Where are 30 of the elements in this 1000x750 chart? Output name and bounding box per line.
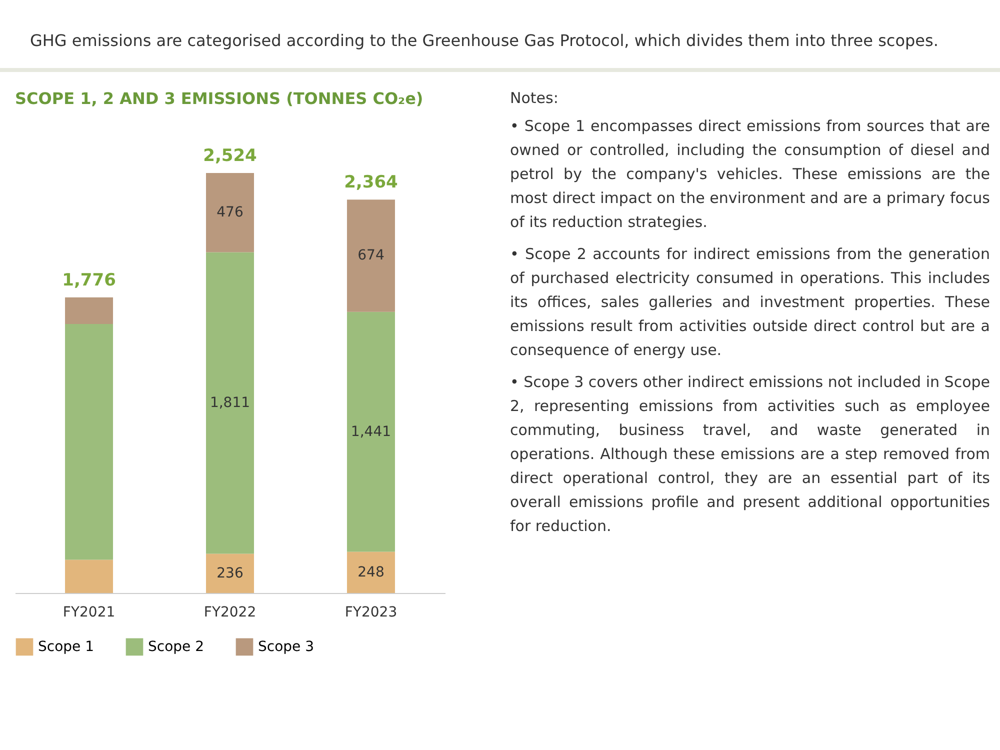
bar xyxy=(65,296,114,324)
text: • Scope 1 encompasses direct emissions from sources that are owned or controlled, including the consumption of diesel and petrol by the company's vehicles. These emissions are the most direct impact on the environment and are a primary focus of its reduction strategies. xyxy=(510,116,990,233)
x-tick-label: FY2023 xyxy=(344,604,398,620)
bar xyxy=(65,559,114,593)
bar xyxy=(206,252,254,554)
chart-title: SCOPE 1, 2 AND 3 EMISSIONS (TONNES CO₂e) xyxy=(15,88,424,108)
bar xyxy=(346,199,395,312)
data-label: 236 xyxy=(216,564,244,581)
data-label: 476 xyxy=(216,204,244,220)
data-label: 674 xyxy=(358,247,384,264)
data-label: 248 xyxy=(358,564,384,580)
total-label: 1,776 xyxy=(62,270,116,290)
bar xyxy=(65,324,114,560)
bar xyxy=(346,311,395,552)
legend-label: Scope 2 xyxy=(148,638,204,655)
text: GHG emissions are categorised according to the Greenhouse Gas Protocol, which divides them into three scopes. xyxy=(0,0,1000,72)
text: Notes: xyxy=(510,88,560,109)
x-tick-label: FY2021 xyxy=(62,604,116,620)
x-tick-label: FY2022 xyxy=(204,604,256,620)
bar xyxy=(206,553,254,593)
total-label: 2,364 xyxy=(344,172,398,192)
legend-label: Scope 1 xyxy=(38,638,94,655)
bar xyxy=(346,551,395,593)
total-label: 2,524 xyxy=(203,146,258,166)
data-label: 1,441 xyxy=(350,423,392,440)
text: • Scope 3 covers other indirect emissions not included in Scope 2, representing emissions from activities such as employee commuting, business travel, and waste generated in operations. Although these emissions are a step removed from direct operational control, they are an essential part of its overall emissions profile and present additional opportunities for reduction. xyxy=(510,372,990,537)
legend-label: Scope 3 xyxy=(258,638,314,655)
text: • Scope 2 accounts for indirect emissions from the generation of purchased electricity consumed in operations. This includes its offices, sales galleries and investment properties. These emissions result from activities outside direct control but are a consequence of energy use. xyxy=(510,244,990,361)
bar xyxy=(206,172,254,252)
data-label: 1,811 xyxy=(210,394,250,411)
